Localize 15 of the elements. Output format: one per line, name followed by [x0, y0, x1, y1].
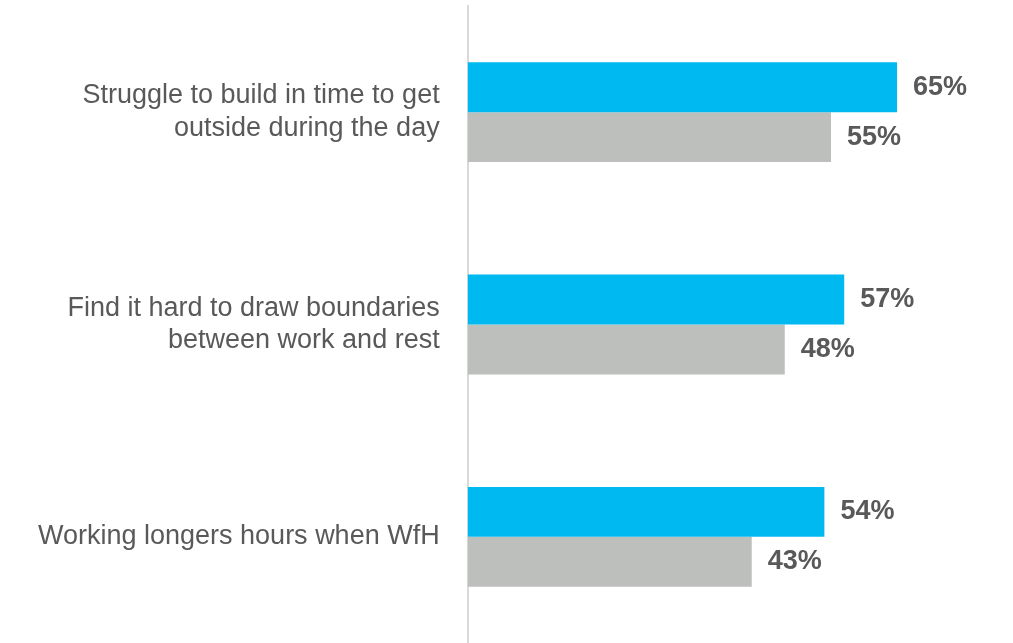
y-tick-label: Working longers hours when WfH — [37, 520, 440, 551]
data-label: 55% — [847, 120, 902, 151]
data-label: 54% — [840, 495, 895, 526]
data-label: 57% — [860, 283, 915, 313]
bar — [467, 324, 785, 375]
data-label: 43% — [767, 545, 822, 576]
bar — [467, 112, 831, 163]
bar — [467, 62, 898, 113]
bar — [467, 274, 845, 325]
data-label: 48% — [800, 332, 855, 363]
data-label: 65% — [913, 70, 968, 101]
bar — [467, 486, 825, 537]
y-tick-label: Find it hard to draw boundaries between work and rest — [67, 291, 441, 355]
bar — [467, 536, 752, 587]
y-tick-label: Struggle to build in time to get outside during the day — [82, 79, 441, 142]
